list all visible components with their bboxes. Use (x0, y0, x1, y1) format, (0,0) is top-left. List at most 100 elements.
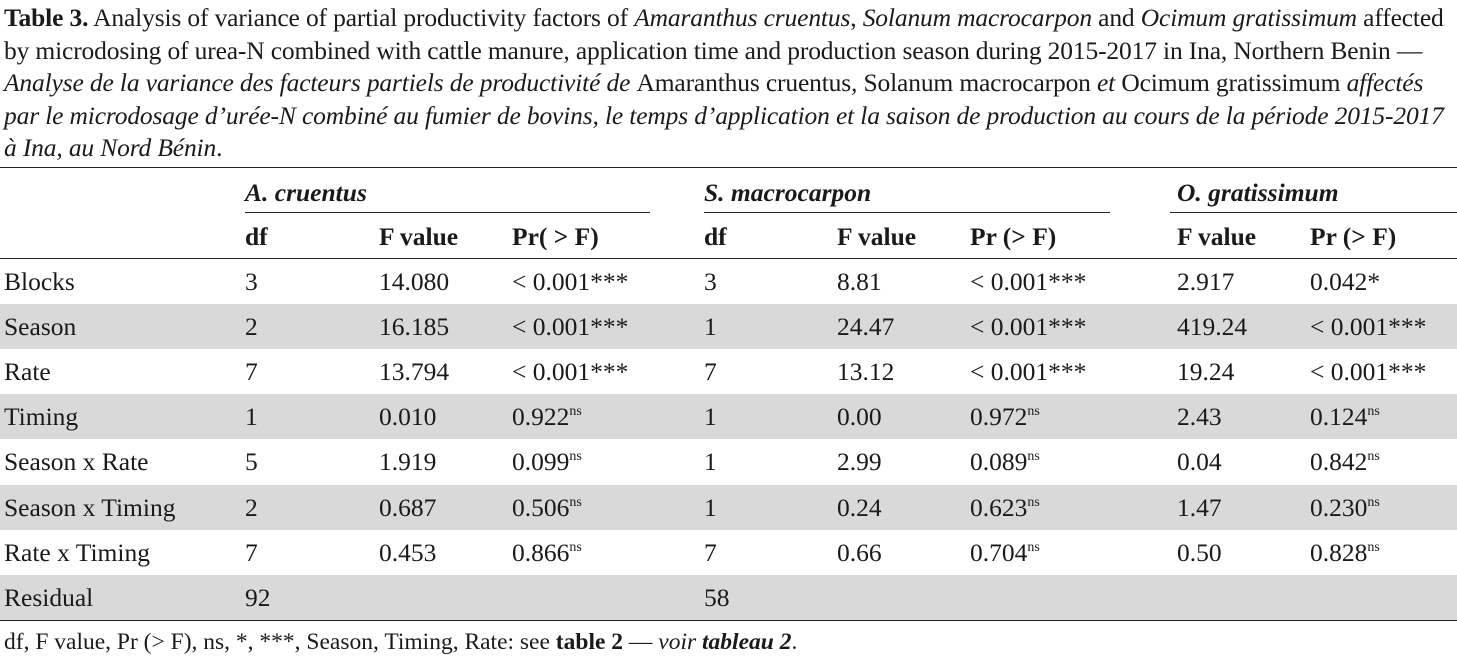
footnote-separator: — (623, 629, 659, 655)
significance-superscript: ns (1027, 494, 1040, 510)
cell-value: Season (4, 312, 77, 342)
cell-value: 24.47 (837, 312, 895, 342)
cell-value: 0.623 (970, 492, 1028, 522)
cell-value: 0.24 (837, 492, 882, 522)
row-label: Residual (4, 583, 93, 613)
cell-value: 0.453 (379, 537, 437, 567)
cell-value: 2.99 (837, 447, 882, 477)
table-cell-a-p: < 0.001*** (512, 312, 628, 342)
table-cell-s-df: 1 (704, 447, 717, 477)
cell-value: 5 (245, 447, 258, 477)
caption-french: affectés par le microdosage d’urée-N com… (4, 68, 1444, 162)
cell-value: 0.042* (1310, 267, 1381, 296)
row-label: Blocks (4, 267, 75, 297)
caption-french: et (1090, 68, 1122, 97)
col-header-a-df: df (245, 222, 268, 251)
significance-superscript: ns (569, 494, 582, 510)
cell-value: 2 (245, 492, 258, 522)
table-cell-o-f: 0.04 (1177, 447, 1222, 477)
caption-species: Solanum macrocarpon (863, 68, 1091, 97)
cell-value: 0.00 (837, 402, 882, 432)
cell-value: < 0.001*** (970, 357, 1087, 387)
table-cell-s-df: 3 (704, 267, 717, 297)
cell-value: 0.124 (1310, 402, 1368, 432)
table-cell-o-f: 419.24 (1177, 312, 1247, 342)
cell-value: 0.506 (512, 492, 570, 522)
table-cell-s-p: < 0.001*** (970, 267, 1086, 297)
cell-value: 1 (704, 447, 717, 477)
cell-value: Rate (4, 357, 51, 387)
cell-value: 0.010 (379, 402, 437, 432)
table-cell-o-f: 1.47 (1177, 493, 1222, 523)
table-cell-s-f: 0.24 (837, 493, 882, 523)
cell-value: Residual (4, 582, 94, 612)
table-cell-o-p: 0.124ns (1310, 402, 1380, 432)
table-cell-o-p: < 0.001*** (1310, 312, 1426, 342)
table-cell-a-p: 0.866ns (512, 538, 582, 568)
significance-superscript: ns (1027, 404, 1040, 420)
row-label: Season x Timing (4, 493, 175, 523)
table-cell-s-df: 1 (704, 312, 717, 342)
table-label: Table 3. (4, 3, 89, 32)
table-cell-a-p: 0.099ns (512, 447, 582, 477)
significance-superscript: ns (1367, 539, 1380, 555)
table-cell-s-p: 0.089ns (970, 447, 1040, 477)
table-cell-s-p: < 0.001*** (970, 312, 1086, 342)
table-cell-a-p: 0.506ns (512, 493, 582, 523)
table-cell-s-f: 13.12 (837, 357, 894, 387)
table-cell-o-f: 2.43 (1177, 402, 1222, 432)
cell-value: 0.687 (379, 492, 437, 522)
cell-value: < 0.001*** (512, 267, 629, 296)
caption-species: Amaranthus cruentus (636, 68, 852, 97)
cell-value: Season x Rate (4, 447, 149, 477)
cell-value: 13.794 (379, 357, 450, 387)
significance-superscript: ns (569, 449, 582, 465)
cell-value: < 0.001*** (1310, 312, 1427, 342)
cell-value: 1 (704, 312, 717, 342)
cell-value: 1 (245, 402, 258, 432)
cell-value: 1.919 (379, 447, 437, 477)
table-cell-o-p: 0.828ns (1310, 538, 1380, 568)
table-cell-s-f: 24.47 (837, 312, 894, 342)
group-header-a-cruentus: A. cruentus (245, 178, 367, 207)
table-cell-a-df: 5 (245, 447, 258, 477)
significance-superscript: ns (1367, 494, 1380, 510)
table-cell-a-f: 14.080 (379, 267, 449, 297)
caption-text: and (1091, 3, 1141, 32)
table-cell-s-f: 0.00 (837, 402, 882, 432)
row-shading (0, 484, 1457, 530)
row-shading (0, 574, 1457, 620)
caption-separator: — (1390, 35, 1423, 65)
table-cell-s-p: 0.623ns (970, 493, 1040, 523)
cell-value: 0.04 (1177, 447, 1222, 477)
cell-value: 0.922 (512, 402, 570, 432)
table-cell-a-df: 7 (245, 538, 258, 568)
cell-value: 16.185 (379, 312, 450, 342)
table-cell-a-p: 0.922ns (512, 402, 582, 432)
cell-value: 0.866 (512, 537, 570, 567)
table-cell-s-p: 0.972ns (970, 402, 1040, 432)
cell-value: 19.24 (1177, 357, 1235, 387)
cell-value: 1 (704, 402, 717, 432)
table-cell-a-p: < 0.001*** (512, 267, 628, 297)
row-label: Season x Rate (4, 447, 148, 477)
caption-french: , (851, 68, 864, 97)
row-shading (0, 394, 1457, 440)
table-cell-o-p: 0.842ns (1310, 447, 1380, 477)
significance-superscript: ns (569, 539, 582, 555)
table-bottom-rule (0, 620, 1457, 621)
table-caption: Table 3. Analysis of variance of partial… (4, 2, 1449, 165)
table-cell-a-f: 1.919 (379, 447, 436, 477)
col-header-a-pr: Pr( > F) (512, 222, 599, 251)
col-header-s-pr: Pr (> F) (970, 222, 1057, 251)
footnote-ref-fr: tableau 2 (702, 629, 792, 655)
cell-value: 1.47 (1177, 492, 1222, 522)
cell-value: < 0.001*** (1310, 357, 1427, 387)
footnote-text: df, F value, Pr (> F), ns, *, ***, Seaso… (4, 629, 556, 655)
table-cell-a-f: 16.185 (379, 312, 449, 342)
caption-text: Analysis of variance of partial producti… (88, 3, 635, 32)
table-cell-a-df: 1 (245, 402, 258, 432)
cell-value: < 0.001*** (512, 312, 629, 342)
cell-value: 92 (245, 582, 271, 612)
cell-value: 58 (704, 582, 730, 612)
